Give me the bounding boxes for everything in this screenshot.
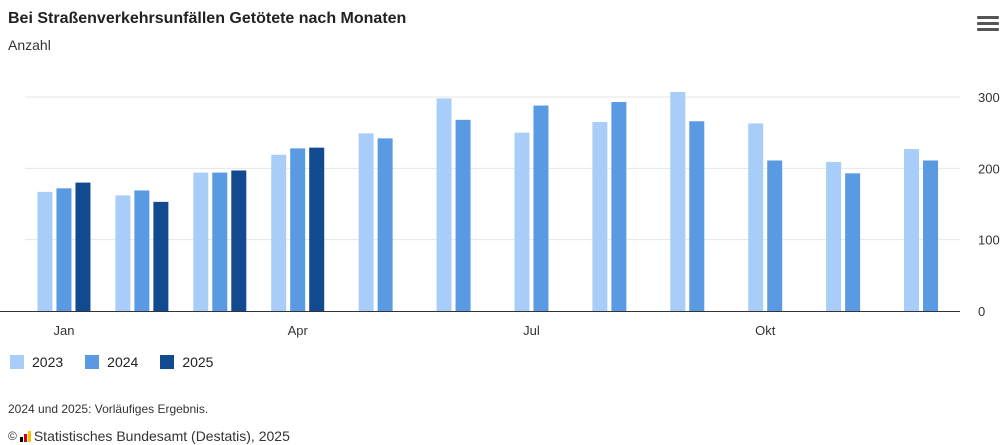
bar-2023-Sep — [670, 92, 686, 311]
x-tick-label: Jul — [523, 323, 540, 338]
legend-label: 2023 — [32, 354, 64, 370]
legend-swatch — [85, 355, 100, 369]
bar-2025-Feb — [153, 201, 169, 311]
bar-2024-Apr — [290, 148, 306, 311]
destatis-logo-icon — [19, 430, 31, 442]
legend-label: 2025 — [182, 354, 214, 370]
bar-2024-Aug — [611, 101, 627, 311]
legend-item-2023[interactable]: 2023 — [10, 354, 63, 370]
y-tick-label: 200 — [978, 161, 1000, 176]
bar-2024-Nov — [845, 173, 861, 311]
bar-chart: 0 100 200 300 Jan Apr Jul Okt — [0, 90, 1000, 338]
bar-2023-Jan — [37, 191, 53, 311]
chart-title: Bei Straßenverkehrsunfällen Getötete nac… — [8, 10, 407, 27]
legend-item-2024[interactable]: 2024 — [85, 354, 138, 370]
legend-swatch — [160, 355, 175, 369]
bar-2023-Jun — [436, 98, 452, 311]
chart-legend: 2023 2024 2025 — [10, 354, 213, 370]
legend-label: 2024 — [107, 354, 139, 370]
bar-2025-Mär — [231, 170, 247, 311]
source-line: © Statistisches Bundesamt (Destatis), 20… — [8, 428, 290, 444]
bar-2023-Dez — [904, 149, 920, 311]
legend-item-2025[interactable]: 2025 — [160, 354, 213, 370]
bar-2023-Aug — [592, 121, 608, 311]
bar-2024-Jul — [533, 105, 549, 311]
bar-2024-Okt — [767, 160, 783, 311]
bar-2024-Jun — [455, 119, 471, 312]
bar-2023-Apr — [271, 154, 287, 311]
bar-2023-Nov — [826, 161, 842, 311]
bar-2023-Okt — [748, 123, 764, 311]
source-text: Statistisches Bundesamt (Destatis), 2025 — [33, 428, 290, 444]
bar-2025-Jan — [75, 182, 91, 311]
bar-2023-Mär — [193, 172, 209, 311]
bar-2024-Feb — [134, 190, 150, 311]
y-tick-label: 0 — [978, 304, 985, 319]
legend-swatch — [10, 355, 24, 369]
bar-2023-Jul — [514, 132, 530, 311]
x-tick-label: Jan — [53, 323, 74, 338]
copyright-icon: © — [8, 429, 17, 443]
bar-2024-Sep — [689, 121, 705, 312]
footnote: 2024 und 2025: Vorläufiges Ergebnis. — [8, 402, 209, 416]
bar-2023-Feb — [115, 195, 131, 311]
bar-2024-Dez — [923, 160, 939, 311]
bar-2023-Mai — [358, 133, 374, 311]
y-tick-label: 300 — [978, 90, 1000, 105]
bar-2024-Mär — [212, 172, 228, 311]
bar-2024-Jan — [56, 188, 72, 311]
x-tick-label: Apr — [288, 323, 309, 338]
y-tick-label: 100 — [978, 233, 1000, 248]
bar-2025-Apr — [309, 147, 325, 311]
chart-subtitle: Anzahl — [8, 37, 51, 53]
bar-2024-Mai — [377, 138, 393, 311]
x-tick-label: Okt — [755, 323, 776, 338]
hamburger-menu-icon[interactable] — [977, 16, 999, 36]
